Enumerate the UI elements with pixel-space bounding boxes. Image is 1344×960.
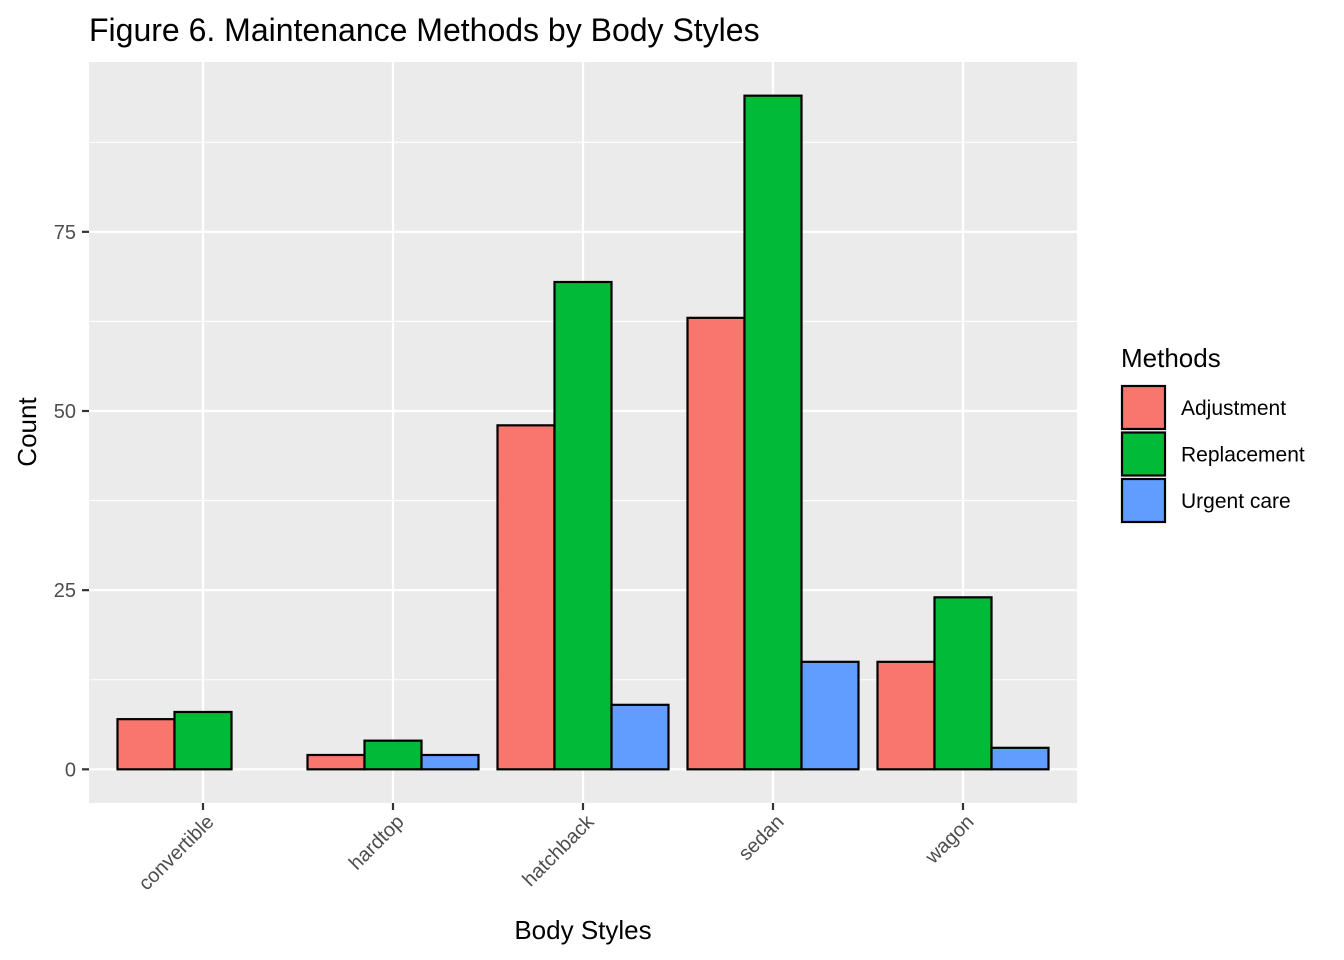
y-axis-title: Count (12, 397, 42, 467)
bar-hardtop-urgent-care: hardtop / Urgent care: 2 (420, 753, 480, 771)
bars: convertible / Adjustment: 7convertible /… (116, 94, 1050, 771)
legend-title: Methods (1121, 343, 1221, 373)
x-tick-label-sedan: sedan (734, 811, 788, 865)
bar-convertible-adjustment: convertible / Adjustment: 7 (116, 718, 176, 771)
legend-label: Replacement (1181, 444, 1305, 467)
bar-wagon-replacement: wagon / Replacement: 24 (933, 596, 993, 771)
bar-wagon-urgent-care: wagon / Urgent care: 3 (990, 746, 1050, 771)
chart-title: Figure 6. Maintenance Methods by Body St… (89, 12, 760, 48)
y-tick-label: 25 (54, 580, 76, 602)
x-tick-label-hatchback: hatchback (519, 810, 600, 891)
bar-sedan-replacement: sedan / Replacement: 94 (743, 94, 803, 771)
x-tick-label-hardtop: hardtop (345, 811, 409, 875)
bar-hardtop-adjustment: hardtop / Adjustment: 2 (306, 753, 366, 771)
legend-key-urgent-care (1120, 477, 1167, 524)
legend-key-replacement (1120, 431, 1167, 477)
y-tick-label: 75 (54, 222, 76, 244)
y-axis: 0 25 50 75 (54, 222, 89, 781)
legend: Methods Adjustment Replacement Urgent care (1120, 343, 1305, 524)
y-tick-label: 0 (65, 759, 76, 781)
bar-wagon-adjustment: wagon / Adjustment: 15 (876, 660, 936, 771)
bar-sedan-adjustment: sedan / Adjustment: 63 (686, 316, 746, 771)
legend-label: Urgent care (1181, 490, 1291, 513)
legend-items: Adjustment Replacement Urgent care (1120, 384, 1305, 524)
bar-hatchback-replacement: hatchback / Replacement: 68 (553, 280, 613, 771)
bar-hardtop-replacement: hardtop / Replacement: 4 (363, 739, 423, 771)
legend-key-adjustment (1120, 384, 1167, 431)
bar-sedan-urgent-care: sedan / Urgent care: 15 (800, 660, 860, 771)
x-axis: convertible hardtop hatchback sedan wagon (135, 803, 979, 895)
bar-hatchback-adjustment: hatchback / Adjustment: 48 (496, 424, 556, 771)
bar-convertible-replacement: convertible / Replacement: 8 (173, 710, 233, 771)
x-tick-label-convertible: convertible (135, 811, 219, 895)
bar-hatchback-urgent-care: hatchback / Urgent care: 9 (610, 703, 670, 771)
legend-label: Adjustment (1181, 397, 1286, 420)
x-axis-title: Body Styles (514, 915, 651, 945)
y-tick-label: 50 (54, 401, 76, 423)
x-tick-label-wagon: wagon (921, 811, 979, 869)
